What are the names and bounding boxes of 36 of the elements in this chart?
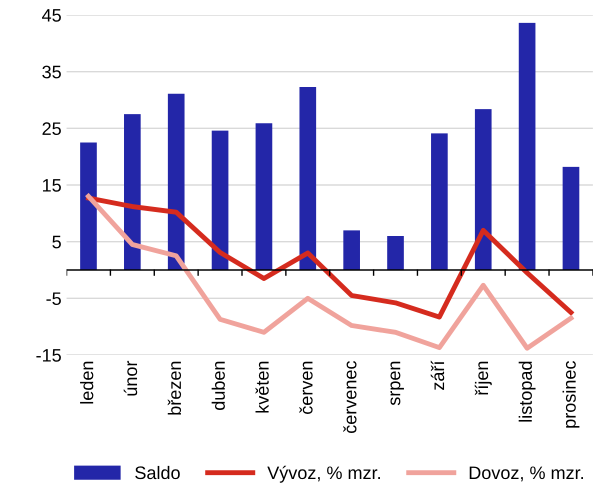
x-tick-label: listopad (518, 362, 536, 422)
bar (343, 230, 360, 270)
bar (168, 94, 185, 270)
bar (212, 130, 228, 270)
y-tick-label: 5 (52, 236, 61, 248)
x-tick-label: únor (124, 360, 138, 396)
bar (431, 133, 448, 270)
bar (124, 114, 141, 270)
legend-label: Saldo (135, 466, 180, 480)
legend-label: Dovoz, % mzr. (470, 466, 584, 482)
bar (562, 166, 580, 270)
line-series (86, 194, 574, 351)
y-tick-label: 35 (42, 66, 61, 78)
bar (387, 236, 404, 270)
x-tick-label: březen (168, 362, 182, 415)
x-tick-label: duben (212, 362, 225, 410)
y-tick-label: -15 (36, 349, 61, 362)
x-tick-label: červen (299, 362, 313, 414)
y-tick-label: 25 (42, 122, 61, 136)
legend-label: Vývoz, % mzr. (267, 466, 380, 483)
bar (518, 22, 536, 270)
y-tick-label: -5 (46, 292, 61, 306)
x-tick-label: leden (80, 362, 94, 404)
x-tick-label: prosinec (562, 361, 580, 428)
bar (474, 109, 492, 270)
x-tick-label: červenec (343, 361, 357, 434)
bar (80, 142, 97, 270)
x-tick-label: květen (255, 362, 269, 413)
x-tick-label: srpen (390, 362, 404, 406)
x-tick-label: říjen (474, 362, 492, 396)
line-series (86, 196, 574, 320)
y-tick-label: 45 (42, 9, 61, 22)
bar (256, 123, 272, 270)
x-tick-label: září (430, 360, 444, 390)
bar (299, 86, 316, 270)
y-tick-label: 15 (42, 179, 61, 192)
